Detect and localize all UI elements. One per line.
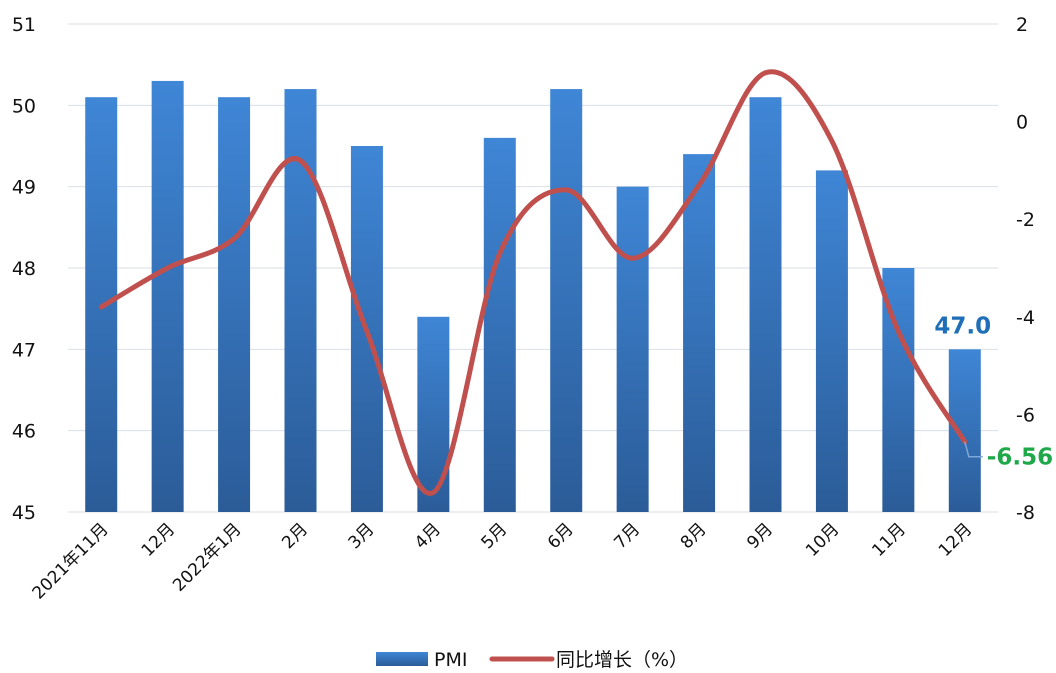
x-tick-label: 12月	[138, 519, 179, 560]
x-tick-label: 3月	[345, 519, 379, 553]
data-label-leader	[964, 441, 983, 458]
right-tick-label: -6	[1016, 404, 1035, 426]
x-tick-label: 2021年11月	[29, 519, 113, 603]
gridlines	[68, 23, 998, 513]
legend-label-growth: 同比增长（%）	[556, 649, 688, 671]
pmi-bar	[218, 97, 251, 512]
left-tick-label: 50	[12, 95, 36, 117]
left-tick-label: 45	[12, 502, 36, 524]
x-tick-label: 2月	[278, 519, 312, 553]
pmi-bars	[85, 80, 981, 513]
x-tick-label: 11月	[868, 519, 909, 560]
pmi-bar	[284, 89, 317, 513]
data-labels: 47.0 -6.56	[934, 313, 1053, 470]
pmi-bar	[683, 154, 716, 512]
left-tick-label: 46	[12, 421, 36, 443]
growth-line-path	[98, 69, 968, 496]
pmi-bar	[815, 170, 848, 512]
growth-line	[98, 69, 968, 496]
x-tick-label: 5月	[478, 519, 512, 553]
legend: PMI 同比增长（%）	[376, 649, 688, 671]
x-tick-label: 7月	[610, 519, 644, 553]
pmi-bar	[948, 349, 981, 512]
legend-swatch-pmi	[376, 652, 428, 666]
left-tick-label: 51	[12, 14, 36, 36]
right-tick-label: -8	[1016, 502, 1035, 524]
x-tick-label: 10月	[802, 519, 843, 560]
pmi-bar	[417, 316, 450, 512]
legend-label-pmi: PMI	[434, 649, 467, 671]
left-tick-label: 47	[12, 339, 36, 361]
x-tick-label: 4月	[411, 519, 445, 553]
right-tick-label: -4	[1016, 307, 1035, 329]
left-tick-label: 49	[12, 177, 36, 199]
pmi-bar	[749, 97, 782, 512]
x-tick-label: 12月	[935, 519, 976, 560]
x-tick-label: 2022年1月	[169, 519, 245, 595]
growth-data-label: -6.56	[987, 445, 1053, 471]
right-tick-label: -2	[1016, 209, 1035, 231]
pmi-bar	[483, 137, 516, 512]
pmi-bar	[550, 89, 583, 513]
x-tick-label: 6月	[544, 519, 578, 553]
left-axis-ticks: 45 46 47 48 49 50 51	[12, 14, 36, 524]
pmi-data-label: 47.0	[934, 313, 991, 339]
pmi-bar	[151, 80, 184, 512]
x-tick-label: 8月	[677, 519, 711, 553]
right-axis-ticks: -8 -6 -4 -2 0 2	[1016, 14, 1035, 524]
x-tick-label: 9月	[743, 519, 777, 553]
right-tick-label: 0	[1016, 112, 1028, 134]
left-tick-label: 48	[12, 258, 36, 280]
right-tick-label: 2	[1016, 14, 1028, 36]
pmi-bar	[616, 186, 649, 512]
